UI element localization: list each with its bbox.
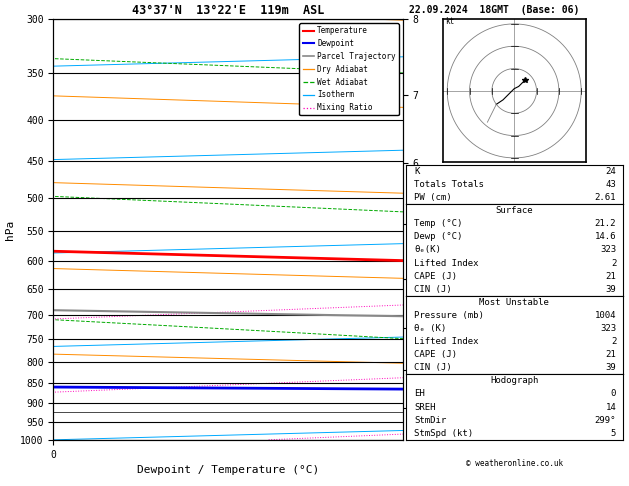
Text: Most Unstable: Most Unstable: [479, 298, 549, 307]
Text: Hodograph: Hodograph: [490, 376, 538, 385]
Text: 323: 323: [600, 324, 616, 333]
Text: 39: 39: [606, 364, 616, 372]
Text: Totals Totals: Totals Totals: [415, 180, 484, 189]
Polygon shape: [430, 383, 445, 385]
Legend: Temperature, Dewpoint, Parcel Trajectory, Dry Adiabat, Wet Adiabat, Isotherm, Mi: Temperature, Dewpoint, Parcel Trajectory…: [299, 23, 399, 115]
Text: 39: 39: [606, 285, 616, 294]
Text: 1LCL: 1LCL: [406, 408, 425, 417]
Polygon shape: [430, 154, 445, 156]
Text: StmSpd (kt): StmSpd (kt): [415, 429, 474, 438]
Text: θₑ(K): θₑ(K): [415, 245, 442, 255]
Polygon shape: [430, 400, 445, 402]
Text: CAPE (J): CAPE (J): [415, 350, 457, 359]
Text: 1004: 1004: [594, 311, 616, 320]
Polygon shape: [430, 325, 445, 327]
Text: Temp (°C): Temp (°C): [415, 219, 463, 228]
Polygon shape: [430, 265, 445, 267]
Polygon shape: [430, 278, 445, 280]
Polygon shape: [430, 392, 445, 394]
Y-axis label: km
ASL: km ASL: [435, 219, 452, 241]
Polygon shape: [430, 432, 445, 434]
Polygon shape: [430, 134, 445, 136]
Text: PW (cm): PW (cm): [415, 193, 452, 202]
Text: 5: 5: [611, 429, 616, 438]
Polygon shape: [430, 191, 445, 192]
Text: 2: 2: [611, 337, 616, 346]
Polygon shape: [430, 374, 445, 376]
Polygon shape: [430, 408, 445, 410]
Text: 43: 43: [606, 180, 616, 189]
Polygon shape: [430, 302, 445, 304]
Text: θₑ (K): θₑ (K): [415, 324, 447, 333]
Text: kt: kt: [445, 17, 454, 26]
Polygon shape: [430, 113, 445, 114]
Text: CIN (J): CIN (J): [415, 285, 452, 294]
Text: 2: 2: [611, 259, 616, 267]
Polygon shape: [430, 346, 445, 347]
Polygon shape: [430, 314, 445, 315]
Polygon shape: [430, 252, 445, 254]
Polygon shape: [430, 89, 445, 91]
Text: 299°: 299°: [594, 416, 616, 425]
Text: 0: 0: [611, 389, 616, 399]
Text: StmDir: StmDir: [415, 416, 447, 425]
Text: 24: 24: [606, 167, 616, 176]
Text: CIN (J): CIN (J): [415, 364, 452, 372]
Text: Dewp (°C): Dewp (°C): [415, 232, 463, 242]
Text: Surface: Surface: [496, 206, 533, 215]
Text: Lifted Index: Lifted Index: [415, 259, 479, 267]
Polygon shape: [430, 238, 445, 240]
Text: Lifted Index: Lifted Index: [415, 337, 479, 346]
Polygon shape: [430, 173, 445, 174]
Polygon shape: [430, 207, 445, 209]
X-axis label: Dewpoint / Temperature (°C): Dewpoint / Temperature (°C): [137, 465, 319, 475]
Text: EH: EH: [415, 389, 425, 399]
Polygon shape: [430, 365, 445, 367]
Text: © weatheronline.co.uk: © weatheronline.co.uk: [465, 459, 563, 469]
Polygon shape: [430, 335, 445, 337]
Text: 14.6: 14.6: [594, 232, 616, 242]
Text: K: K: [415, 167, 420, 176]
Text: 21: 21: [606, 350, 616, 359]
Y-axis label: hPa: hPa: [4, 220, 14, 240]
Text: CAPE (J): CAPE (J): [415, 272, 457, 280]
Polygon shape: [430, 424, 445, 426]
Polygon shape: [430, 355, 445, 357]
Text: Pressure (mb): Pressure (mb): [415, 311, 484, 320]
Polygon shape: [430, 417, 445, 418]
Text: 323: 323: [600, 245, 616, 255]
Text: 14: 14: [606, 402, 616, 412]
Text: SREH: SREH: [415, 402, 436, 412]
Polygon shape: [430, 223, 445, 225]
Title: 43°37'N  13°22'E  119m  ASL: 43°37'N 13°22'E 119m ASL: [132, 4, 324, 17]
Text: 21: 21: [606, 272, 616, 280]
Text: 22.09.2024  18GMT  (Base: 06): 22.09.2024 18GMT (Base: 06): [409, 4, 579, 15]
Polygon shape: [430, 291, 445, 293]
Text: 21.2: 21.2: [594, 219, 616, 228]
Text: 2.61: 2.61: [594, 193, 616, 202]
